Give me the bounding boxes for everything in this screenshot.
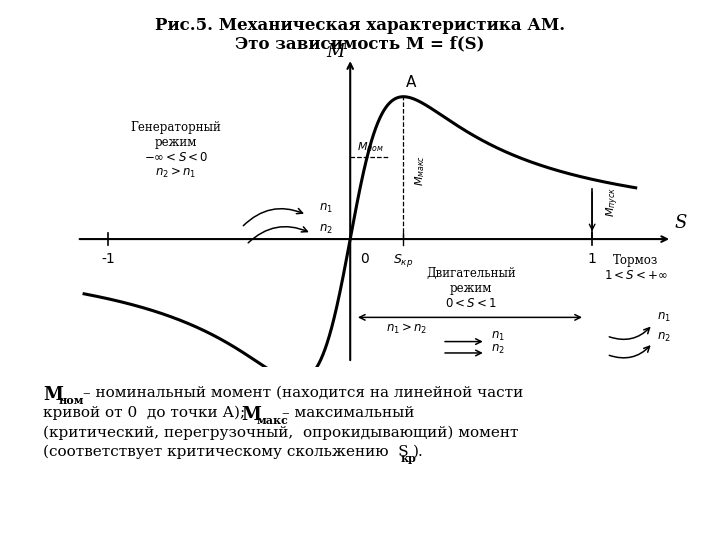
Text: M: M — [326, 43, 345, 61]
Text: (соответствует критическому скольжению  S: (соответствует критическому скольжению S — [43, 444, 409, 459]
Text: $n_1$: $n_1$ — [490, 330, 505, 343]
Text: $M_{макс}$: $M_{макс}$ — [413, 155, 427, 186]
Text: S: S — [675, 214, 687, 232]
Text: $n_2$: $n_2$ — [490, 342, 505, 356]
Text: Тормоз
$1 < S < +\infty$: Тормоз $1 < S < +\infty$ — [603, 254, 667, 281]
Text: макс: макс — [257, 415, 289, 426]
Text: (критический, перегрузочный,  опрокидывающий) момент: (критический, перегрузочный, опрокидываю… — [43, 426, 518, 440]
Text: $M_{пуск}$: $M_{пуск}$ — [604, 187, 621, 217]
Text: кр: кр — [400, 453, 416, 464]
Text: М: М — [241, 406, 261, 424]
Text: $M_{ном}$: $M_{ном}$ — [357, 140, 384, 154]
Text: ном: ном — [59, 395, 84, 406]
Text: ).: ). — [413, 444, 423, 458]
Text: – номинальный момент (находится на линейной части: – номинальный момент (находится на линей… — [83, 386, 523, 400]
Text: Генераторный
режим
$-\infty < S < 0$
$n_2 > n_1$: Генераторный режим $-\infty < S < 0$ $n_… — [130, 122, 222, 180]
Text: $n_2$: $n_2$ — [319, 223, 333, 236]
Text: $n_1 > n_2$: $n_1 > n_2$ — [387, 322, 428, 336]
Text: $S_{кр}$: $S_{кр}$ — [393, 252, 413, 269]
Text: $n_1$: $n_1$ — [657, 311, 671, 325]
Text: Рис.5. Механическая характеристика АМ.: Рис.5. Механическая характеристика АМ. — [155, 17, 565, 34]
Text: A: A — [405, 75, 416, 90]
Text: -1: -1 — [102, 252, 115, 266]
Text: $n_1$: $n_1$ — [319, 201, 333, 215]
Text: кривой от 0  до точки А);: кривой от 0 до точки А); — [43, 406, 246, 421]
Text: 1: 1 — [588, 252, 597, 266]
Text: – максимальный: – максимальный — [282, 406, 415, 420]
Text: $n_2$: $n_2$ — [657, 331, 671, 345]
Text: 0: 0 — [360, 252, 369, 266]
Text: Это зависимость M = f(S): Это зависимость M = f(S) — [235, 35, 485, 52]
Text: М: М — [43, 386, 63, 404]
Text: Двигательный
режим
$0 < S < 1$: Двигательный режим $0 < S < 1$ — [426, 267, 516, 310]
